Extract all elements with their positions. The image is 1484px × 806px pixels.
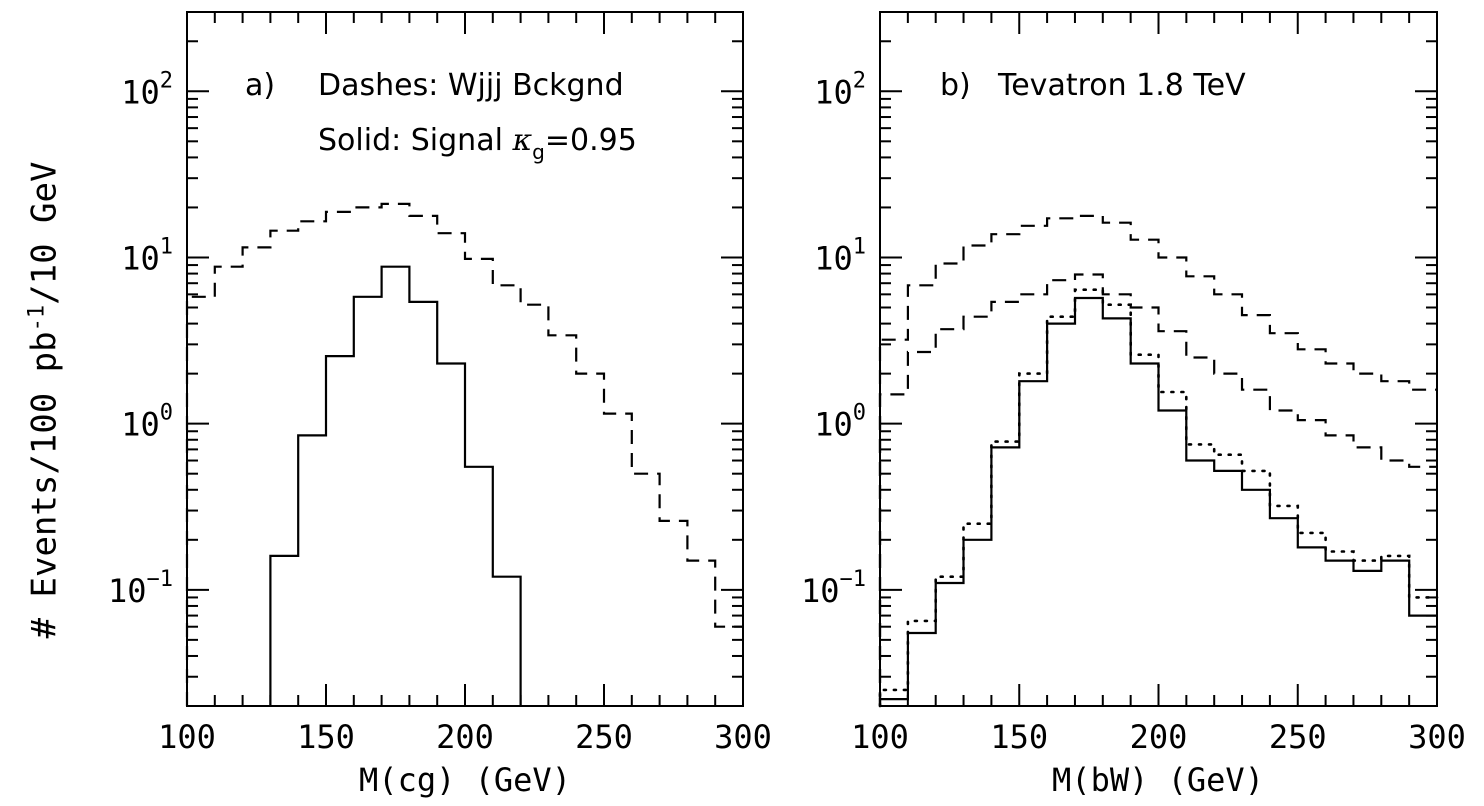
panel-a-label: a) — [245, 68, 275, 103]
panel-a-annotation-background: Dashes: Wjjj Bckgnd — [318, 68, 624, 103]
panel-b-series-dashed-0 — [878, 214, 1437, 706]
panel-a-x-tick-label: 250 — [575, 718, 633, 756]
panel-b-annotation: Tevatron 1.8 TeV — [997, 68, 1246, 103]
panel-a-series-dashed-0 — [185, 202, 743, 706]
panel-a-x-tick-label: 300 — [714, 718, 772, 756]
panel-b-x-tick-label: 150 — [990, 718, 1048, 756]
panel-b-x-tick-label: 250 — [1269, 718, 1327, 756]
panel-b-series-dotted-2 — [878, 288, 1439, 708]
panel-a-y-tick-label: 10−1 — [108, 567, 173, 610]
panel-a-y-tick-label: 101 — [121, 234, 173, 277]
panel-a-annotation-signal: Solid: Signal κg=0.95 — [318, 123, 637, 164]
panel-b-series-solid-3 — [878, 296, 1437, 706]
panel-b-frame — [879, 11, 1438, 707]
panel-a-x-tick-label: 100 — [158, 718, 216, 756]
panel-b-x-tick-label: 300 — [1408, 718, 1466, 756]
panel-b-y-tick-label: 100 — [814, 401, 866, 444]
panel-a-xlabel: M(cg) (GeV) — [359, 761, 571, 799]
panel-a-y-tick-label: 100 — [121, 401, 173, 444]
panel-a-x-tick-label: 150 — [297, 718, 355, 756]
panel-b-x-tick-label: 200 — [1130, 718, 1188, 756]
panel-b-series-dashed-1 — [878, 273, 1437, 706]
panel-b-label: b) — [940, 68, 971, 103]
panel-b: M(bW) (GeV) b) Tevatron 1.8 TeV 100 150 20… — [801, 11, 1466, 799]
panel-b-xlabel: M(bW) (GeV) — [1052, 761, 1264, 799]
panel-b-x-tick-label: 100 — [851, 718, 909, 756]
panel-a-y-tick-label: 102 — [121, 68, 173, 111]
panel-b-y-tick-label: 10−1 — [801, 567, 866, 610]
panel-b-y-tick-label: 101 — [814, 234, 866, 277]
panel-b-y-tick-label: 102 — [814, 68, 866, 111]
panel-a-x-tick-label: 200 — [436, 718, 494, 756]
panel-a-series-solid-1 — [269, 265, 522, 706]
panel-a: M(cg) (GeV) a) Dashes: Wjjj Bckgnd Solid… — [108, 11, 772, 799]
